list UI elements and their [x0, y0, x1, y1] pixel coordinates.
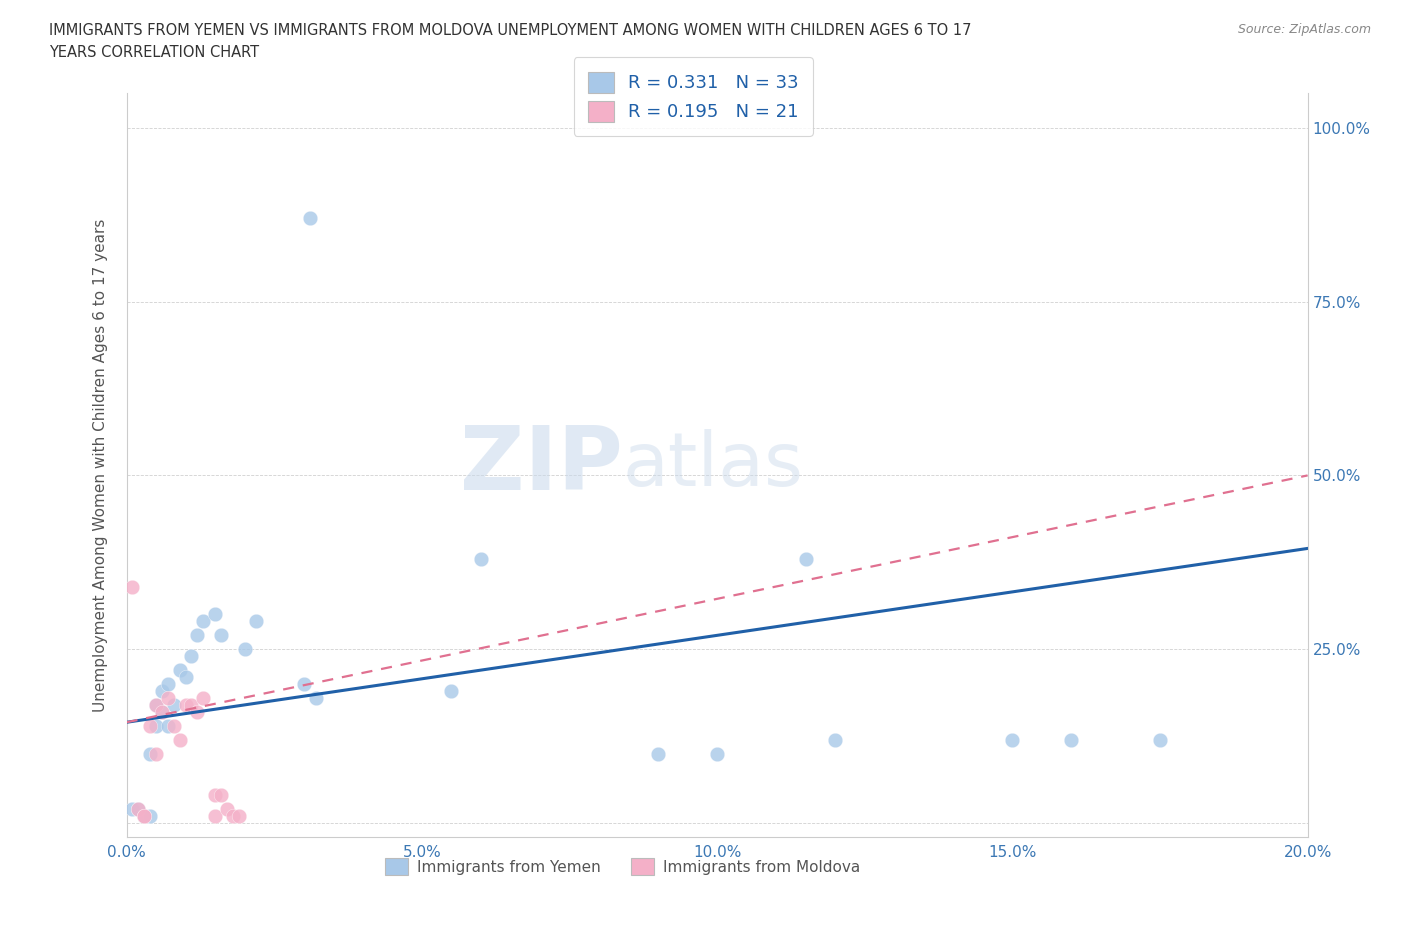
Point — [180, 698, 202, 712]
Point — [193, 690, 215, 705]
Point — [139, 746, 162, 761]
Point — [209, 628, 232, 643]
Text: Source: ZipAtlas.com: Source: ZipAtlas.com — [1237, 23, 1371, 36]
Point — [139, 809, 162, 824]
Point — [186, 704, 208, 719]
Point — [794, 551, 817, 566]
Point — [156, 677, 179, 692]
Point — [150, 704, 173, 719]
Point — [145, 698, 167, 712]
Point — [174, 698, 197, 712]
Point — [134, 809, 156, 824]
Point — [245, 614, 267, 629]
Point — [163, 698, 186, 712]
Point — [292, 677, 315, 692]
Point — [647, 746, 669, 761]
Text: YEARS CORRELATION CHART: YEARS CORRELATION CHART — [49, 45, 259, 60]
Point — [1149, 732, 1171, 747]
Point — [233, 642, 256, 657]
Point — [174, 670, 197, 684]
Text: ZIP: ZIP — [460, 421, 623, 509]
Point — [209, 788, 232, 803]
Point — [134, 809, 156, 824]
Point — [127, 802, 149, 817]
Point — [134, 809, 156, 824]
Point — [145, 698, 167, 712]
Text: IMMIGRANTS FROM YEMEN VS IMMIGRANTS FROM MOLDOVA UNEMPLOYMENT AMONG WOMEN WITH C: IMMIGRANTS FROM YEMEN VS IMMIGRANTS FROM… — [49, 23, 972, 38]
Point — [163, 718, 186, 733]
Point — [440, 684, 463, 698]
Point — [150, 704, 173, 719]
Point — [298, 211, 321, 226]
Point — [706, 746, 728, 761]
Point — [156, 690, 179, 705]
Point — [150, 684, 173, 698]
Point — [204, 788, 226, 803]
Point — [145, 746, 167, 761]
Point — [180, 649, 202, 664]
Point — [228, 809, 250, 824]
Point — [470, 551, 492, 566]
Point — [139, 718, 162, 733]
Point — [121, 802, 143, 817]
Point — [193, 614, 215, 629]
Point — [204, 809, 226, 824]
Y-axis label: Unemployment Among Women with Children Ages 6 to 17 years: Unemployment Among Women with Children A… — [93, 219, 108, 711]
Point — [1001, 732, 1024, 747]
Point — [169, 663, 191, 678]
Text: atlas: atlas — [623, 429, 804, 501]
Point — [127, 802, 149, 817]
Legend: Immigrants from Yemen, Immigrants from Moldova: Immigrants from Yemen, Immigrants from M… — [378, 852, 866, 882]
Point — [169, 732, 191, 747]
Point — [145, 718, 167, 733]
Point — [215, 802, 238, 817]
Point — [304, 690, 326, 705]
Point — [222, 809, 245, 824]
Point — [1060, 732, 1083, 747]
Point — [824, 732, 846, 747]
Point — [204, 607, 226, 622]
Point — [156, 718, 179, 733]
Point — [121, 579, 143, 594]
Point — [186, 628, 208, 643]
